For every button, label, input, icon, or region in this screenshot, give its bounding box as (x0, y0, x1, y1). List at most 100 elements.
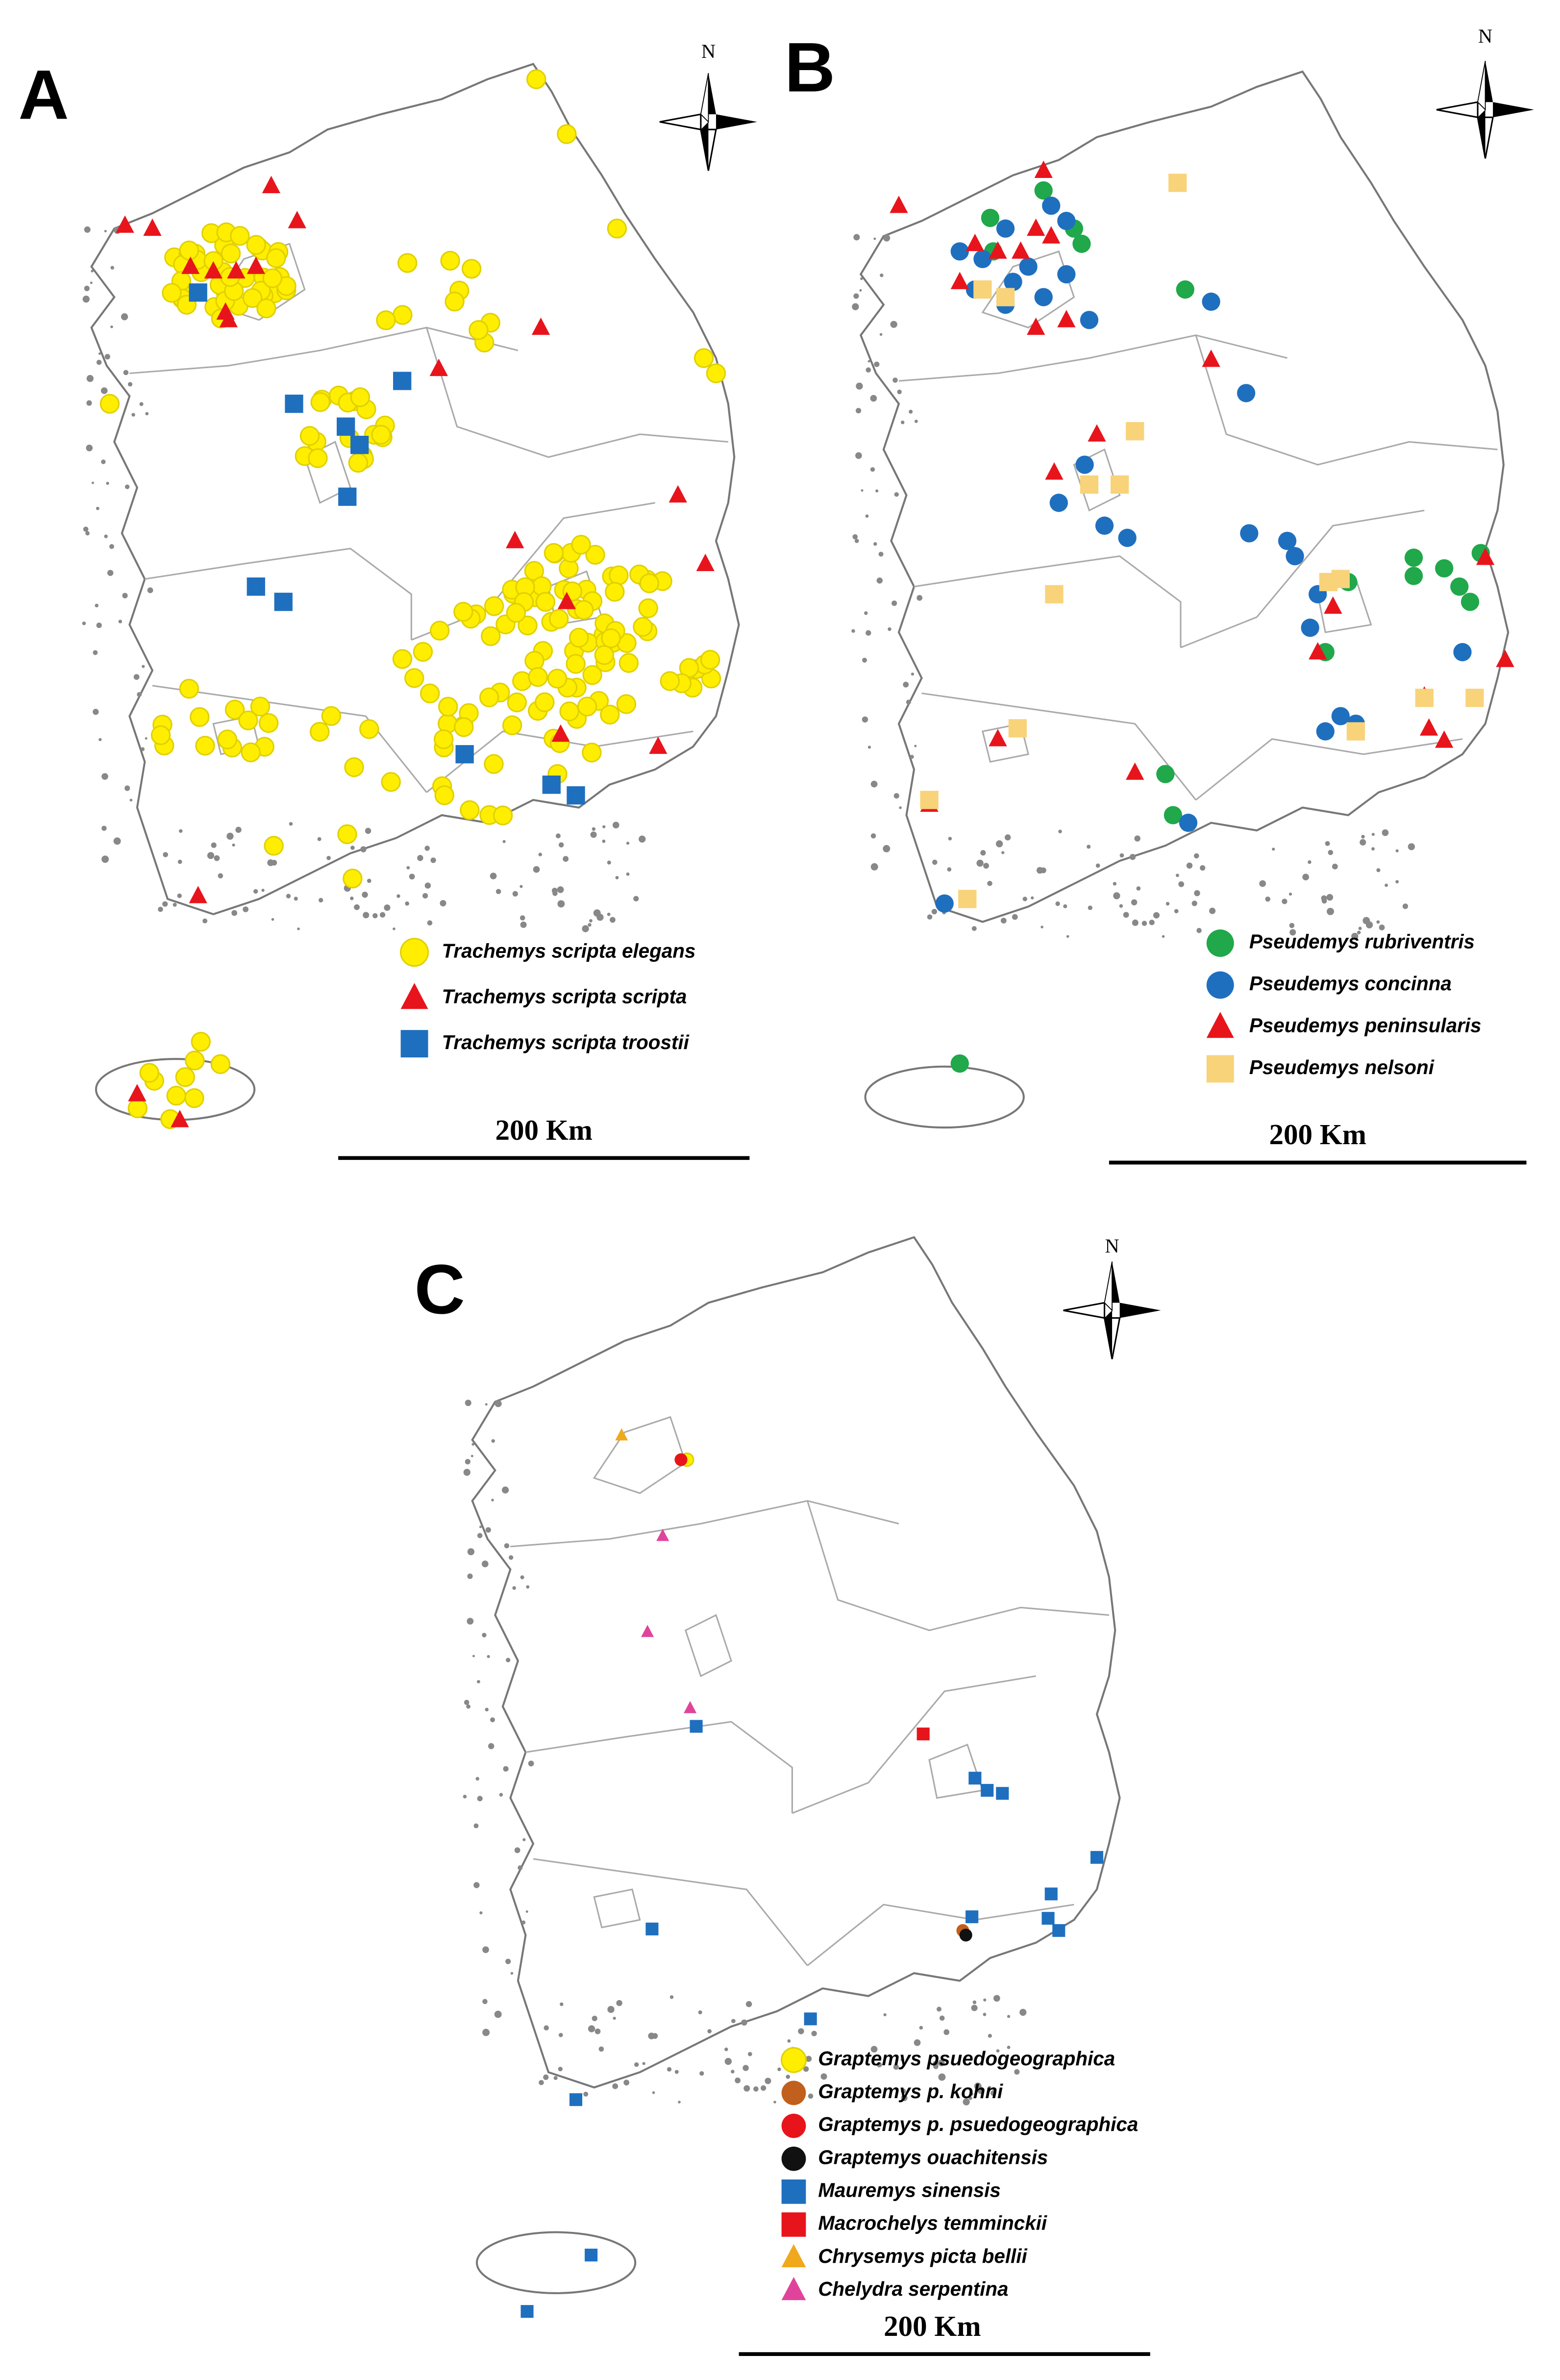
site-marker (507, 692, 527, 713)
site-marker (520, 2305, 534, 2318)
site-marker (706, 363, 726, 383)
legend-label: Trachemys scripta scripta (442, 985, 687, 1008)
site-marker (310, 392, 330, 412)
site-marker (1331, 707, 1350, 726)
legend-label: Trachemys scripta troostii (442, 1031, 689, 1053)
site-marker (1027, 218, 1045, 236)
site-marker (1052, 1924, 1065, 1937)
site-marker (184, 1088, 204, 1108)
site-marker (348, 452, 369, 473)
site-marker (99, 394, 120, 414)
site-marker (1057, 212, 1076, 230)
site-marker (1309, 642, 1327, 660)
site-marker (996, 288, 1015, 306)
site-marker (150, 725, 171, 745)
site-marker (299, 426, 320, 446)
site-marker (359, 719, 379, 739)
site-marker (1179, 813, 1198, 832)
site-marker (116, 215, 134, 233)
panel-label: C (415, 1251, 465, 1328)
site-marker (585, 2249, 598, 2262)
site-marker (996, 1787, 1009, 1800)
site-marker (224, 700, 245, 720)
site-marker (393, 305, 413, 325)
site-marker (445, 291, 465, 312)
site-marker (1008, 719, 1027, 738)
site-marker (1041, 1912, 1055, 1925)
site-marker (616, 694, 637, 714)
site-marker (518, 615, 538, 636)
site-marker (1075, 455, 1094, 474)
site-marker (264, 836, 284, 856)
site-marker (337, 824, 357, 844)
site-marker (429, 358, 448, 376)
legend-label: Pseudemys concinna (1249, 972, 1452, 995)
site-marker (544, 543, 564, 563)
site-marker (674, 1453, 688, 1466)
north-label: N (1105, 1235, 1119, 1257)
site-marker (343, 868, 363, 889)
site-marker (189, 886, 207, 903)
site-marker (547, 669, 568, 689)
legend-label: Pseudemys peninsularis (1249, 1014, 1482, 1037)
site-marker (1072, 234, 1091, 253)
site-marker (143, 218, 162, 236)
site-marker (221, 244, 241, 264)
site-marker (567, 786, 585, 805)
legend-marker (400, 983, 428, 1009)
panel-label: A (18, 56, 69, 134)
legend-label: Trachemys scripta elegans (442, 939, 695, 962)
site-marker (481, 626, 501, 646)
site-marker (460, 800, 480, 820)
site-marker (250, 697, 271, 717)
site-marker (557, 592, 576, 609)
scale-label: 200 Km (495, 1114, 593, 1146)
compass (659, 72, 758, 172)
site-marker (950, 242, 969, 261)
site-marker (1156, 765, 1175, 783)
site-marker (601, 628, 621, 649)
site-marker (404, 668, 424, 688)
site-marker (633, 617, 653, 637)
site-marker (166, 1085, 186, 1106)
site-marker (959, 1929, 972, 1942)
legend-marker (1206, 929, 1234, 957)
legend-marker (781, 2212, 806, 2237)
north-label: N (701, 40, 716, 62)
site-marker (454, 717, 474, 737)
site-marker (1049, 494, 1068, 512)
site-marker (434, 785, 454, 805)
legend-marker (781, 2047, 807, 2073)
site-marker (890, 196, 908, 213)
site-marker (649, 736, 668, 754)
site-marker (1019, 257, 1038, 276)
site-marker (981, 208, 1000, 227)
site-marker (371, 425, 391, 445)
site-marker (607, 219, 627, 239)
site-marker (195, 735, 215, 756)
site-marker (413, 642, 433, 662)
site-marker (693, 348, 714, 368)
site-marker (582, 742, 602, 763)
site-marker (966, 1910, 979, 1924)
site-marker (185, 1051, 205, 1071)
site-marker (1057, 310, 1076, 327)
legend-marker (781, 2244, 806, 2267)
site-marker (1042, 226, 1061, 244)
site-marker (227, 261, 246, 279)
site-marker (615, 1428, 628, 1441)
legend-marker (781, 2080, 806, 2105)
map-b (851, 72, 1508, 1127)
site-marker (619, 653, 639, 673)
site-marker (1278, 531, 1297, 551)
site-marker (392, 649, 413, 669)
site-marker (455, 745, 474, 764)
compass (1436, 60, 1535, 159)
site-marker (1057, 265, 1076, 284)
site-marker (935, 894, 954, 913)
site-marker (559, 701, 579, 722)
site-marker (1168, 174, 1187, 192)
site-marker (1011, 241, 1030, 259)
site-marker (973, 250, 992, 269)
